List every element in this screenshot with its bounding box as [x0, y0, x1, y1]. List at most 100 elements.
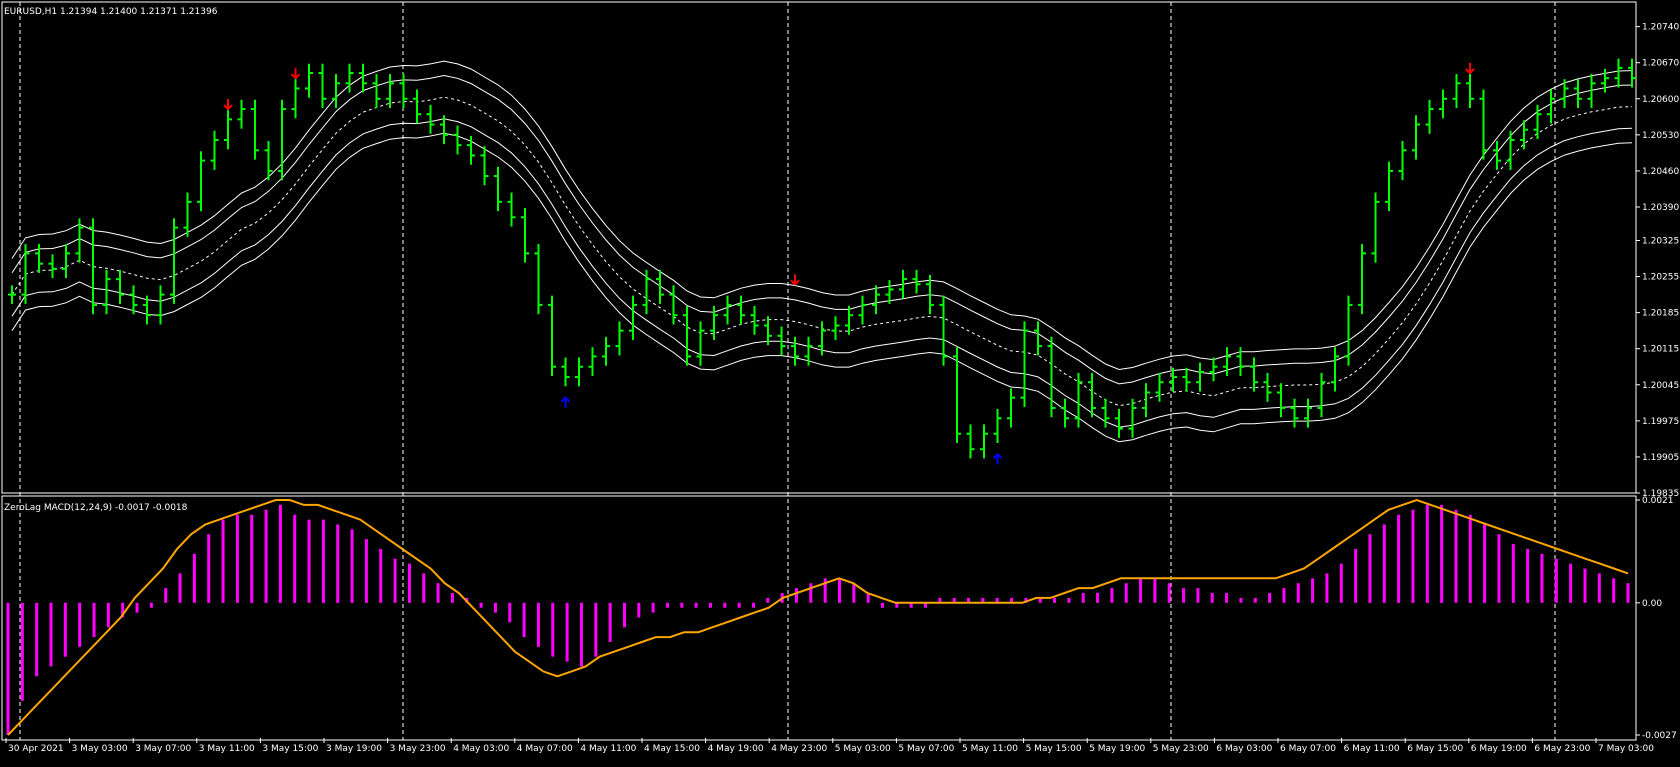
ohlc-bar-108: [1466, 74, 1474, 109]
ohlc-bar-48: [656, 269, 664, 304]
time-tick-label-12: 4 May 23:00: [771, 744, 827, 754]
time-tick-label-0: 30 Apr 2021: [8, 744, 64, 754]
time-tick-label-10: 4 May 15:00: [644, 744, 700, 754]
ohlc-bar-71: [966, 424, 975, 459]
price-tick-label-3: 1.20530: [1642, 131, 1679, 141]
ohlc-bar-28: [386, 74, 394, 109]
ohlc-bar-49: [669, 285, 678, 325]
ohlc-bar-36: [494, 166, 502, 212]
ohlc-bar-40: [548, 295, 556, 377]
ohlc-bar-1: [21, 244, 30, 304]
ohlc-bar-41: [561, 357, 570, 387]
ohlc-bar-105: [1425, 99, 1434, 134]
ohlc-bar-98: [1331, 347, 1339, 392]
ohlc-bar-32: [440, 115, 448, 145]
ohlc-bar-112: [1520, 120, 1528, 150]
ohlc-bar-43: [588, 347, 597, 377]
ohlc-bar-5: [75, 218, 84, 263]
time-tick-label-5: 3 May 19:00: [326, 744, 382, 754]
price-tick-label-4: 1.20460: [1642, 167, 1679, 177]
ohlc-bar-29: [399, 74, 408, 109]
price-tick-label-5: 1.20390: [1642, 203, 1679, 213]
ohlc-bar-31: [426, 104, 435, 134]
time-tick-label-13: 5 May 03:00: [835, 744, 891, 754]
ohlc-bar-113: [1533, 104, 1542, 139]
time-tick-label-15: 5 May 11:00: [962, 744, 1018, 754]
ohlc-bar-35: [480, 146, 489, 186]
price-tick-label-1: 1.20670: [1642, 59, 1679, 69]
ohlc-bar-81: [1101, 398, 1110, 428]
time-tick-label-19: 6 May 03:00: [1216, 744, 1272, 754]
macd-signal-line: [7, 498, 1629, 736]
price-tick-label-8: 1.20185: [1642, 309, 1679, 319]
ohlc-bar-2: [35, 244, 43, 273]
price-tick-label-13: 1.19835: [1642, 489, 1679, 499]
ohlc-bar-101: [1371, 192, 1380, 263]
ohlc-bar-25: [345, 63, 354, 93]
ohlc-bar-82: [1115, 408, 1123, 438]
ohlc-bar-100: [1358, 244, 1366, 315]
ohlc-bar-94: [1277, 383, 1285, 418]
ohlc-bar-83: [1128, 398, 1137, 438]
ohlc-bar-109: [1479, 89, 1488, 160]
grid-layer: [1, 1, 1637, 741]
macd-tick-label-2: -0.0027: [1642, 731, 1677, 741]
ohlc-bar-97: [1317, 372, 1326, 418]
time-tick-label-7: 4 May 03:00: [453, 744, 509, 754]
ohlc-bar-38: [521, 208, 529, 263]
price-tick-label-2: 1.20600: [1642, 95, 1679, 105]
ohlc-bar-22: [305, 63, 313, 98]
ohlc-bar-12: [170, 218, 178, 304]
price-bars: [8, 58, 1636, 459]
ohlc-bar-30: [413, 89, 421, 124]
ohlc-bar-84: [1142, 383, 1150, 418]
time-tick-label-20: 6 May 07:00: [1280, 744, 1336, 754]
ohlc-bar-69: [939, 295, 948, 366]
time-tick-label-22: 6 May 15:00: [1407, 744, 1463, 754]
ohlc-bar-6: [89, 218, 97, 315]
ohlc-bar-16: [224, 110, 232, 150]
ohlc-bar-75: [1020, 321, 1029, 407]
ohlc-bar-104: [1412, 115, 1420, 160]
ohlc-bar-119: [1614, 58, 1623, 88]
ohlc-bar-23: [318, 63, 327, 109]
ohlc-bar-106: [1439, 89, 1447, 119]
macd-panel-frame: [1, 495, 1637, 741]
ohlc-bar-62: [845, 305, 853, 335]
ohlc-bar-26: [359, 63, 367, 93]
ohlc-bar-55: [750, 305, 759, 335]
macd-layer: [6, 498, 1630, 736]
time-tick-label-23: 6 May 19:00: [1471, 744, 1527, 754]
indicator-title: ZeroLag MACD(12,24,9) -0.0017 -0.0018: [4, 503, 188, 513]
ohlc-bar-77: [1047, 336, 1056, 418]
ohlc-bar-73: [993, 408, 1002, 444]
ohlc-bar-13: [183, 192, 192, 237]
ohlc-bar-18: [251, 99, 259, 160]
ohlc-bar-118: [1601, 68, 1609, 93]
ohlc-bar-47: [642, 269, 651, 315]
axis-layer: 1.20740 1.20670 1.20600 1.20530 1.20460 1.203…: [5, 23, 1679, 754]
ohlc-bar-85: [1155, 372, 1164, 402]
ohlc-bar-60: [818, 321, 826, 356]
ohlc-bar-10: [143, 295, 151, 325]
ohlc-bar-11: [156, 285, 165, 325]
time-tick-label-21: 6 May 11:00: [1344, 744, 1400, 754]
macd-tick-label-0: 0.0021: [1642, 496, 1674, 506]
macd-tick-label-1: 0.00: [1642, 599, 1662, 609]
ohlc-bar-76: [1034, 321, 1042, 356]
ohlc-bar-68: [926, 275, 934, 315]
time-tick-label-18: 5 May 23:00: [1153, 744, 1209, 754]
ohlc-bar-79: [1074, 372, 1083, 428]
ohlc-bar-116: [1574, 79, 1582, 109]
ohlc-bar-53: [723, 295, 732, 325]
ohlc-bar-90: [1223, 347, 1231, 377]
time-tick-label-11: 4 May 19:00: [708, 744, 764, 754]
ohlc-bar-65: [885, 280, 894, 304]
main-chart-title: EURUSD,H1 1.21394 1.21400 1.21371 1.2139…: [4, 7, 218, 17]
ohlc-bar-96: [1304, 398, 1312, 428]
ohlc-bar-42: [575, 357, 583, 387]
ohlc-bar-45: [615, 321, 624, 356]
price-tick-label-0: 1.20740: [1642, 23, 1679, 33]
